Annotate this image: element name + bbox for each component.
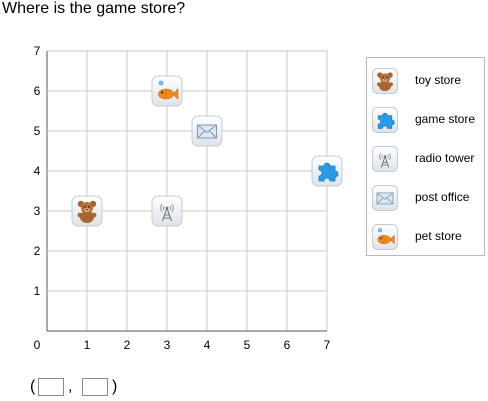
y-coordinate-input[interactable]: [82, 378, 108, 396]
y-tick-label: 2: [34, 244, 41, 258]
y-tick-label: 7: [34, 44, 41, 58]
y-tick-label: 1: [34, 284, 41, 298]
question-text: Where is the game store?: [2, 0, 186, 17]
x-tick-label: 0: [34, 338, 41, 352]
legend-label: post office: [415, 190, 470, 204]
coordinate-grid: 0 1 2 3 4 5 6 7 1 2 3 4 5 6 7: [34, 44, 343, 352]
icon-tile: [151, 195, 183, 227]
tick-labels: 0 1 2 3 4 5 6 7 1 2 3 4 5 6 7: [34, 44, 331, 352]
radio-tower-icon: [372, 146, 398, 172]
radio-tower-icon: [151, 195, 183, 227]
x-tick-label: 4: [204, 338, 211, 352]
legend-item-radio-tower: radio tower: [367, 143, 484, 175]
comma: ,: [68, 378, 73, 395]
grid-lines: [46, 50, 328, 332]
x-tick-label: 6: [284, 338, 291, 352]
y-tick-label: 6: [34, 84, 41, 98]
y-tick-label: 4: [34, 164, 41, 178]
x-tick-label: 5: [244, 338, 251, 352]
teddy-bear-icon: [372, 68, 398, 94]
legend-label: pet store: [415, 229, 462, 243]
legend-item-pet-store: pet store: [367, 221, 484, 253]
plot-points: [71, 75, 343, 227]
legend-label: game store: [415, 112, 476, 126]
x-tick-label: 7: [324, 338, 331, 352]
fish-icon: [151, 75, 183, 107]
x-coordinate-input[interactable]: [38, 378, 64, 396]
icon-glyph: [318, 162, 339, 182]
x-tick-label: 3: [164, 338, 171, 352]
x-tick-label: 2: [124, 338, 131, 352]
close-paren: ): [112, 378, 118, 395]
legend-item-toy-store: toy store: [367, 65, 484, 97]
fish-icon: [372, 224, 398, 250]
legend-label: toy store: [415, 73, 462, 87]
y-tick-label: 5: [34, 124, 41, 138]
legend-item-game-store: game store: [367, 104, 484, 136]
puzzle-icon: [311, 155, 343, 187]
icon-glyph: [197, 124, 217, 139]
legend-item-post-office: post office: [367, 182, 484, 214]
envelope-icon: [372, 185, 398, 211]
open-paren: (: [30, 378, 36, 395]
x-tick-label: 1: [84, 338, 91, 352]
teddy-bear-icon: [71, 195, 103, 227]
legend: toy store game store radio tower post of…: [366, 57, 485, 256]
envelope-icon: [191, 115, 223, 147]
y-tick-label: 3: [34, 204, 41, 218]
puzzle-icon: [372, 107, 398, 133]
legend-label: radio tower: [415, 151, 475, 165]
